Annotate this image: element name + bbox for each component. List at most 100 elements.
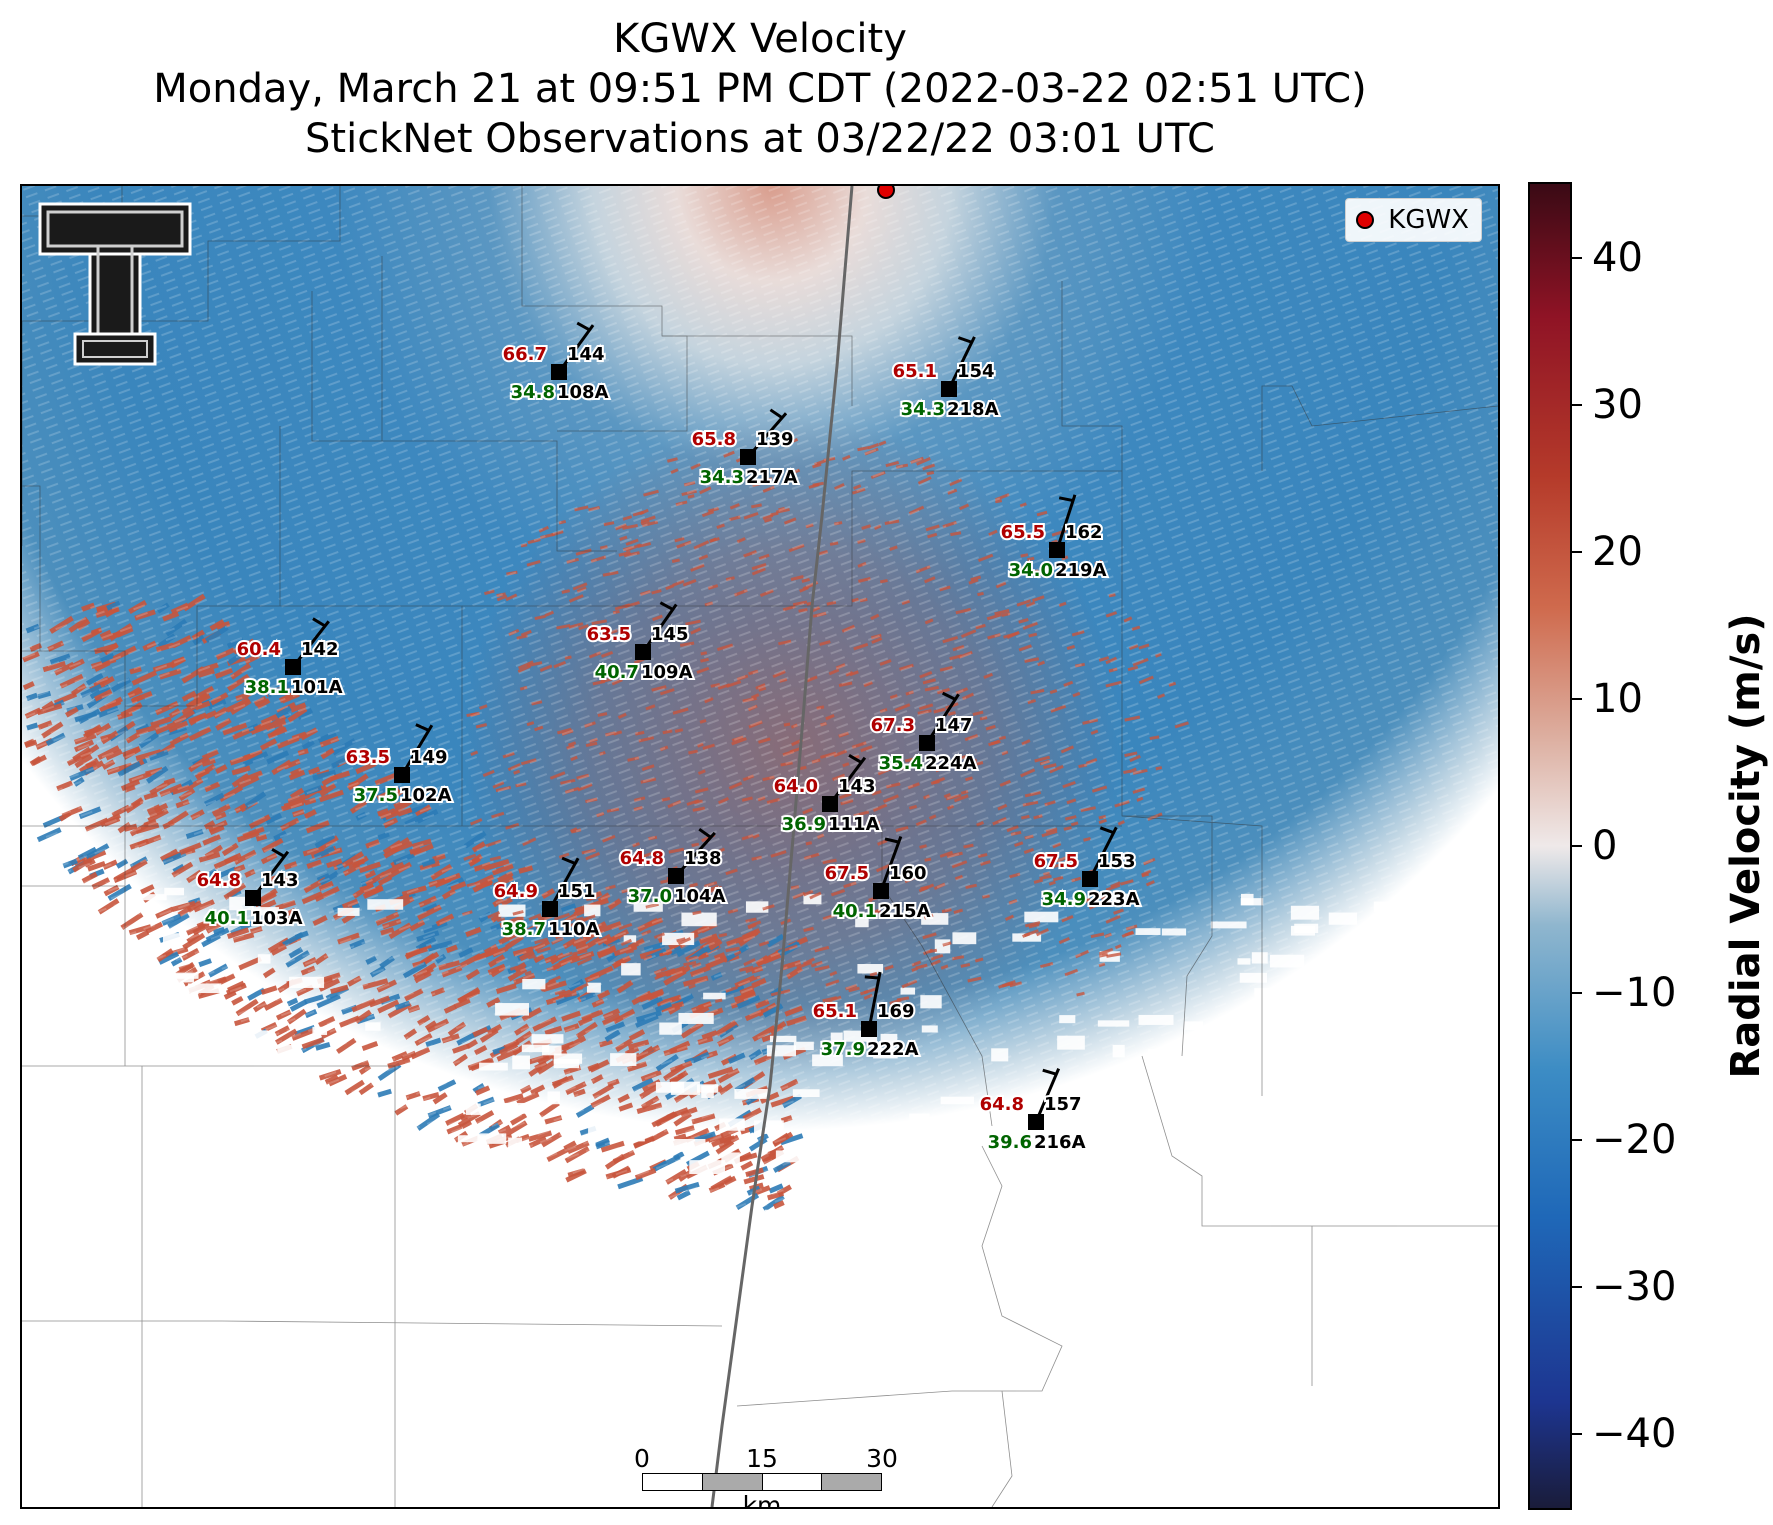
station-plot[interactable]: 65.1 169 37.9 222A (811, 971, 921, 1062)
station-dewpoint: 38.7 (502, 919, 546, 940)
wind-barb-flag (769, 408, 783, 419)
velocity-gap (970, 1336, 992, 1345)
station-plot[interactable]: 64.8 143 40.1 103A (195, 848, 305, 931)
wind-barb-flag (864, 975, 880, 980)
station-wind-direction: 154 (957, 361, 995, 382)
station-plot[interactable]: 65.8 139 34.3 217A (690, 408, 800, 490)
wind-barb-flag (957, 336, 973, 344)
wind-barb-flag (415, 723, 430, 732)
velocity-colorbar (1528, 182, 1572, 1510)
velocity-gap (1078, 1340, 1092, 1348)
station-plot[interactable]: 67.5 153 34.9 223A (1032, 826, 1142, 912)
station-marker-icon (668, 868, 684, 884)
station-wind-direction: 149 (410, 747, 448, 768)
station-plot[interactable]: 60.4 142 38.1 101A (235, 617, 345, 700)
station-marker-icon (1082, 871, 1098, 887)
station-temperature: 63.5 (587, 624, 631, 645)
radar-location-marker[interactable] (877, 186, 895, 199)
station-temperature: 65.1 (893, 361, 937, 382)
station-dewpoint: 40.1 (205, 908, 249, 929)
wind-barb-flag (271, 848, 286, 858)
velocity-gap (1415, 1286, 1428, 1293)
velocity-gap (230, 1168, 261, 1179)
station-dewpoint: 40.1 (833, 901, 877, 922)
station-id: 215A (879, 901, 931, 922)
velocity-gap (1282, 1287, 1310, 1298)
colorbar-title: Radial Velocity (m/s) (1723, 613, 1769, 1079)
colorbar-tick-mark (1572, 550, 1582, 553)
station-wind-direction: 147 (935, 715, 973, 736)
station-marker-icon (941, 381, 957, 397)
station-plot[interactable]: 64.9 151 38.7 110A (492, 856, 602, 942)
wind-barb-flag (1042, 1068, 1057, 1076)
station-temperature: 64.0 (774, 776, 818, 797)
wind-barb-staff (867, 971, 882, 1030)
interstate-highway (710, 186, 854, 1507)
velocity-gap (926, 1324, 959, 1331)
station-id: 217A (746, 467, 798, 488)
station-plot[interactable]: 64.0 143 36.9 111A (772, 754, 882, 837)
station-marker-icon (861, 1021, 877, 1037)
station-dewpoint: 34.9 (1042, 889, 1086, 910)
station-temperature: 65.1 (813, 1001, 857, 1022)
radar-map[interactable]: 66.7 144 34.8 108A 65.1 154 34.3 218A 65.8 139 34.… (20, 184, 1500, 1509)
station-id: 108A (557, 382, 609, 403)
velocity-gap (84, 1126, 116, 1133)
velocity-gap (507, 1297, 542, 1308)
velocity-gap (55, 1306, 78, 1316)
station-dewpoint: 34.3 (901, 399, 945, 420)
station-plot[interactable]: 64.8 138 37.0 104A (618, 827, 728, 909)
station-plot[interactable]: 63.5 145 40.7 109A (585, 601, 695, 685)
velocity-gap (225, 1310, 256, 1319)
velocity-gap (320, 1226, 341, 1233)
colorbar-tick-mark (1572, 845, 1582, 847)
station-temperature: 60.4 (237, 639, 281, 660)
velocity-gap (1460, 1163, 1480, 1175)
station-temperature: 63.5 (346, 747, 390, 768)
station-marker-icon (285, 659, 301, 675)
velocity-gap (145, 1243, 161, 1251)
radar-marker-icon (1356, 211, 1375, 229)
velocity-gap (252, 1249, 273, 1259)
station-temperature: 64.9 (494, 881, 538, 902)
colorbar-tick-mark (1572, 992, 1582, 995)
velocity-gap (137, 1177, 162, 1184)
station-plot[interactable]: 65.5 162 34.0 219A (999, 494, 1109, 583)
velocity-gap (98, 1344, 119, 1357)
station-temperature: 66.7 (503, 344, 547, 365)
colorbar-tick-label: 0 (1592, 823, 1618, 869)
velocity-gap (310, 1257, 328, 1272)
velocity-gap (391, 1342, 407, 1352)
velocity-gap (105, 1142, 120, 1156)
velocity-gap (381, 1278, 404, 1292)
colorbar-tick-mark (1572, 697, 1582, 700)
station-wind-direction: 145 (651, 624, 689, 645)
velocity-gap (146, 1343, 179, 1350)
station-temperature: 67.5 (1034, 851, 1078, 872)
station-plot[interactable]: 64.8 157 39.6 216A (978, 1068, 1088, 1155)
wind-barb-flag (1058, 496, 1074, 503)
station-wind-direction: 153 (1098, 851, 1136, 872)
station-plot[interactable]: 65.1 154 34.3 218A (891, 336, 1001, 422)
wind-barb-flag (576, 321, 591, 332)
map-legend: KGWX (1345, 198, 1482, 242)
scale-unit: km (742, 1491, 782, 1509)
velocity-gap (1285, 1310, 1300, 1321)
velocity-gap (97, 1171, 119, 1181)
velocity-gap (279, 1313, 292, 1321)
station-plot[interactable]: 63.5 149 37.5 102A (344, 723, 454, 808)
velocity-gap (421, 1343, 442, 1351)
station-dewpoint: 40.7 (595, 662, 639, 683)
station-plot[interactable]: 66.7 144 34.8 108A (501, 321, 611, 405)
velocity-gap (588, 1305, 614, 1315)
station-plot[interactable]: 67.5 160 40.1 215A (823, 835, 933, 924)
station-id: 109A (641, 662, 693, 683)
station-temperature: 67.5 (825, 863, 869, 884)
station-marker-icon (919, 735, 935, 751)
title-radar: KGWX Velocity (613, 16, 907, 62)
velocity-gap (1435, 1267, 1449, 1275)
station-plot[interactable]: 67.3 147 35.4 224A (869, 691, 979, 776)
station-dewpoint: 39.6 (988, 1132, 1032, 1153)
colorbar-tick-mark (1572, 256, 1582, 259)
station-wind-direction: 143 (838, 776, 876, 797)
